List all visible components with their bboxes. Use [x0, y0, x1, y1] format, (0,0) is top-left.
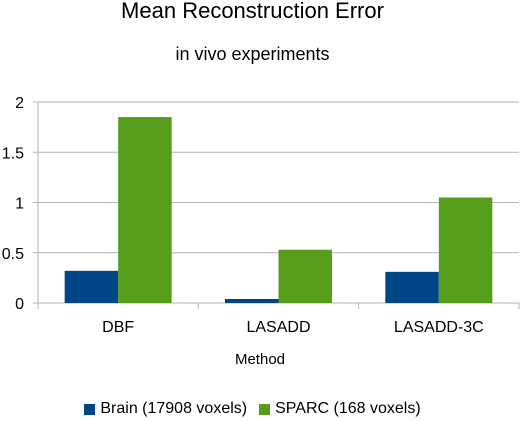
y-tick-label: 1 — [15, 196, 24, 213]
legend-label-brain: Brain (17908 voxels) — [100, 400, 248, 417]
legend-swatch-brain — [84, 403, 96, 415]
x-tick-label: DBF — [102, 319, 134, 336]
chart-title: Mean Reconstruction Error — [121, 0, 384, 23]
bar-brain-lasadd-3c — [385, 271, 439, 303]
y-tick-label: 1.5 — [2, 145, 24, 162]
x-tick-label: LASADD-3C — [394, 319, 484, 336]
legend-item-brain: Brain (17908 voxels) — [84, 400, 247, 418]
bar-sparc-lasadd — [278, 249, 332, 303]
bar-sparc-dbf — [118, 117, 172, 303]
chart-subtitle: in vivo experiments — [175, 44, 330, 64]
y-tick-label: 2 — [15, 95, 24, 112]
legend-swatch-sparc — [259, 403, 271, 415]
bar-brain-dbf — [64, 270, 119, 303]
bar-sparc-lasadd-3c — [438, 197, 493, 303]
y-tick-label: 0.5 — [2, 246, 24, 263]
legend-label-sparc: SPARC (168 voxels) — [275, 400, 421, 417]
legend: Brain (17908 voxels) SPARC (168 voxels) — [0, 400, 505, 418]
legend-item-sparc: SPARC (168 voxels) — [259, 400, 421, 418]
bar-chart: 0 0.5 1 1.5 2 DBF LASADD LASADD-3C Method — [2, 95, 520, 368]
bar-brain-lasadd — [225, 298, 279, 303]
x-axis-label: Method — [235, 351, 285, 368]
y-tick-label: 0 — [15, 296, 24, 313]
x-tick-label: LASADD — [246, 319, 310, 336]
